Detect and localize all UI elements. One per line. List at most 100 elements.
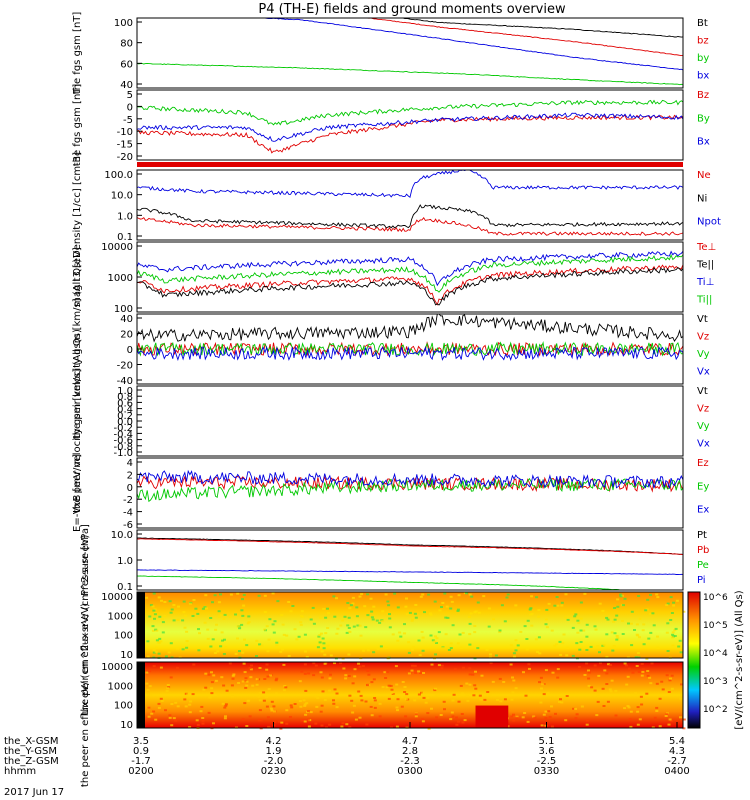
spectrogram-pixel: [298, 700, 302, 702]
panel-5: 40 20 0 -20 -40 the peir velocity gsm [km/s] …: [72, 259, 710, 440]
series-line-vt: [136, 313, 684, 343]
spectrogram-pixel: [449, 647, 453, 650]
spectrogram-pixel: [298, 680, 302, 683]
spectrogram-pixel: [629, 725, 633, 728]
spectrogram-pixel: [200, 705, 204, 708]
spectrogram-pixel: [289, 610, 293, 613]
spectrogram-pixel: [351, 711, 355, 714]
spectrogram-pixel: [383, 671, 387, 674]
spectrogram-pixel: [642, 623, 646, 626]
spectrogram-pixel: [510, 715, 514, 718]
spectrogram-pixel: [329, 673, 332, 676]
y-tick-label: 100: [114, 304, 133, 315]
spectrogram-pixel: [578, 648, 582, 651]
spectrogram-pixel: [198, 632, 201, 635]
spectrogram-pixel: [385, 670, 389, 673]
spectrogram-pixel: [247, 621, 251, 623]
spectrogram-pixel: [655, 706, 659, 709]
spectrogram-pixel: [678, 639, 682, 642]
spectrogram-pixel: [168, 716, 172, 719]
spectrogram-pixel: [658, 725, 662, 728]
spectrogram-pixel: [335, 632, 339, 635]
spectrogram-pixel: [174, 719, 178, 722]
spectrogram-pixel: [605, 672, 609, 675]
spectrogram-pixel: [650, 662, 654, 665]
spectrogram-pixel: [468, 683, 472, 686]
spectrogram-pixel: [241, 598, 244, 601]
spectrogram-pixel: [665, 631, 669, 634]
spectrogram-pixel: [480, 674, 484, 677]
spectrogram-pixel: [163, 615, 167, 617]
spectrogram-pixel: [320, 676, 324, 679]
y-axis-label: the peer en eflux eV/ (cm^2-s-sr-eV): [80, 603, 91, 787]
spectrogram-pixel: [332, 702, 336, 705]
spectrogram-pixel: [366, 669, 370, 672]
spectrogram-pixel: [269, 674, 273, 677]
spectrogram-pixel: [319, 616, 323, 619]
spectrogram-pixel: [613, 607, 617, 609]
spectrogram-pixel: [675, 599, 679, 602]
spectrogram-pixel: [213, 652, 217, 654]
y-tick-label: -20: [117, 361, 133, 372]
spectrogram-pixel: [488, 693, 492, 696]
spectrogram-pixel: [222, 653, 226, 655]
spectrogram-pixel: [559, 698, 562, 701]
spectrogram-pixel: [289, 704, 293, 707]
spectrogram-pixel: [164, 655, 168, 658]
spectrogram-pixel: [172, 604, 176, 606]
spectrogram-pixel: [435, 716, 439, 719]
spectrogram-pixel: [644, 609, 648, 612]
spectrogram-pixel: [258, 667, 262, 669]
spectrogram-pixel: [356, 624, 360, 627]
x-row-label: the_Y-GSM: [4, 746, 57, 757]
spectrogram-pixel: [457, 700, 461, 703]
y-axis-label: Pressure [nPa]: [80, 524, 91, 596]
spectrogram-pixel: [574, 707, 577, 710]
colorbar: 10^6 10^5 10^4 10^3 10^2 [eV/(cm^2-s-sr-eV)] …: [687, 590, 745, 730]
spectrogram-pixel: [305, 702, 309, 705]
spectrogram-pixel: [414, 604, 418, 606]
spectrogram-pixel: [474, 670, 477, 673]
spectrogram-pixel: [154, 718, 158, 721]
spectrogram-pixel: [553, 644, 557, 647]
spectrogram-pixel: [417, 639, 421, 642]
spectrogram-pixel: [303, 672, 307, 675]
spectrogram-pixel: [558, 640, 562, 643]
spectrogram-pixel: [350, 699, 354, 702]
spectrogram-pixel: [590, 686, 594, 689]
spectrogram-pixel: [388, 617, 392, 620]
spectrogram-pixel: [545, 608, 549, 611]
spectrogram-pixel: [633, 629, 636, 631]
legend-item: Vt: [697, 314, 708, 325]
spectrogram-pixel: [366, 684, 370, 687]
legend-item: Vz: [697, 404, 709, 415]
spectrogram-pixel: [405, 693, 409, 696]
colorbar-tick-label: 10^5: [703, 621, 728, 631]
spectrogram-pixel: [257, 594, 261, 597]
spectrogram-pixel: [282, 689, 286, 692]
spectrogram-pixel: [274, 692, 278, 695]
series-line-bx: [136, 112, 684, 142]
spectrogram-pixel: [521, 716, 525, 719]
spectrogram-pixel: [155, 639, 159, 642]
spectrogram-pixel: [152, 649, 156, 652]
spectrogram-pixel: [433, 600, 437, 603]
series-line-bx: [137, 17, 684, 71]
spectrogram-pixel: [241, 651, 245, 654]
spectrogram-pixel: [255, 683, 259, 686]
spectrogram-pixel: [645, 692, 649, 695]
spectrogram-pixel: [272, 705, 276, 708]
spectrogram-pixel: [556, 676, 560, 679]
panel-10: 10000 1000 100 10 the peer en eflux eV/ (cm^…: [80, 603, 686, 787]
spectrogram-pixel: [242, 662, 246, 665]
spectrogram-pixel: [522, 671, 525, 674]
spectrogram-pixel: [364, 626, 368, 629]
spectrogram-pixel: [533, 716, 537, 719]
spectrogram-pixel: [248, 667, 252, 669]
spectrogram-pixel: [456, 610, 460, 612]
spectrogram-pixel: [534, 638, 538, 641]
spectrogram-pixel: [369, 597, 373, 600]
spectrogram-pixel: [612, 620, 616, 623]
spectrogram-pixel: [601, 609, 605, 612]
spectrogram-pixel: [636, 706, 640, 709]
